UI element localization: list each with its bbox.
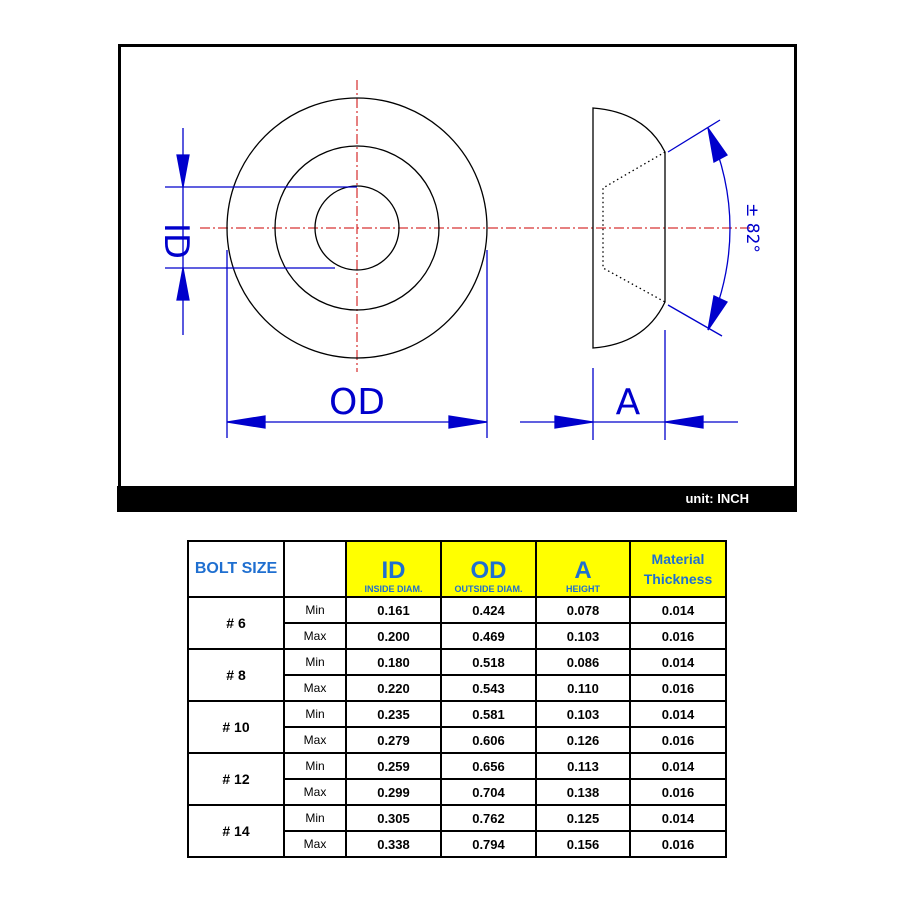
max-label: Max <box>283 726 347 754</box>
inner-circle <box>314 185 400 271</box>
technical-drawing <box>118 44 797 509</box>
id-header: ID INSIDE DIAM. <box>345 540 442 598</box>
header-row: BOLT SIZE ID INSIDE DIAM. OD OUTSIDE DIAM.… <box>187 540 727 598</box>
front-view <box>226 97 488 359</box>
max-label: Max <box>283 778 347 806</box>
table-row: Max 0.299 0.704 0.138 0.016 <box>188 778 727 806</box>
centerlines <box>200 80 752 372</box>
unit-label: unit: INCH <box>685 491 749 506</box>
value-cell: 0.016 <box>629 778 727 806</box>
table-row: # 14 Min 0.305 0.762 0.125 0.014 <box>187 804 727 858</box>
bolt-size: # 12 <box>187 752 285 806</box>
value-cell: 0.469 <box>440 622 537 650</box>
value-cell: 0.016 <box>629 830 727 858</box>
table-row: Max 0.200 0.469 0.103 0.016 <box>188 622 727 650</box>
table-row: Max 0.338 0.794 0.156 0.016 <box>188 830 727 858</box>
value-cell: 0.220 <box>345 674 442 702</box>
value-cell: 0.305 <box>345 804 442 832</box>
min-label: Min <box>283 648 347 676</box>
value-cell: 0.235 <box>345 700 442 728</box>
value-cell: 0.014 <box>629 752 727 780</box>
value-cell: 0.299 <box>345 778 442 806</box>
value-cell: 0.125 <box>535 804 631 832</box>
value-cell: 0.259 <box>345 752 442 780</box>
value-cell: 0.543 <box>440 674 537 702</box>
value-cell: 0.016 <box>629 674 727 702</box>
value-cell: 0.014 <box>629 596 727 624</box>
angle-label: ± 82° <box>742 203 762 253</box>
table-row: # 10 Min 0.235 0.581 0.103 0.014 <box>187 700 727 754</box>
min-label: Min <box>283 596 347 624</box>
max-label: Max <box>283 622 347 650</box>
bolt-size: # 8 <box>187 648 285 702</box>
value-cell: 0.103 <box>535 700 631 728</box>
value-cell: 0.078 <box>535 596 631 624</box>
empty-header <box>283 540 347 598</box>
value-cell: 0.126 <box>535 726 631 754</box>
value-cell: 0.279 <box>345 726 442 754</box>
od-header: OD OUTSIDE DIAM. <box>440 540 537 598</box>
unit-bar: unit: INCH <box>117 486 797 512</box>
value-cell: 0.338 <box>345 830 442 858</box>
min-label: Min <box>283 804 347 832</box>
side-view <box>592 107 666 349</box>
value-cell: 0.581 <box>440 700 537 728</box>
table-row: # 8 Min 0.180 0.518 0.086 0.014 <box>187 648 727 702</box>
table-row: Max 0.279 0.606 0.126 0.016 <box>188 726 727 754</box>
value-cell: 0.161 <box>345 596 442 624</box>
a-header: A HEIGHT <box>535 540 631 598</box>
value-cell: 0.014 <box>629 700 727 728</box>
bolt-size: # 6 <box>187 596 285 650</box>
od-label: OD <box>329 382 385 423</box>
max-label: Max <box>283 674 347 702</box>
min-label: Min <box>283 752 347 780</box>
washer-drawing: ID OD A ± 82° <box>156 80 762 440</box>
value-cell: 0.656 <box>440 752 537 780</box>
value-cell: 0.794 <box>440 830 537 858</box>
value-cell: 0.704 <box>440 778 537 806</box>
value-cell: 0.103 <box>535 622 631 650</box>
value-cell: 0.138 <box>535 778 631 806</box>
outer-circle <box>226 97 488 359</box>
bolt-size: # 14 <box>187 804 285 858</box>
bolt-size: # 10 <box>187 700 285 754</box>
value-cell: 0.086 <box>535 648 631 676</box>
table-row: # 12 Min 0.259 0.656 0.113 0.014 <box>187 752 727 806</box>
max-label: Max <box>283 830 347 858</box>
value-cell: 0.518 <box>440 648 537 676</box>
middle-circle <box>274 145 440 311</box>
value-cell: 0.016 <box>629 622 727 650</box>
value-cell: 0.014 <box>629 648 727 676</box>
value-cell: 0.014 <box>629 804 727 832</box>
table-row: # 6 Min 0.161 0.424 0.078 0.014 <box>187 596 727 650</box>
thickness-header: Material Thickness <box>629 540 727 598</box>
a-label: A <box>616 382 641 423</box>
dimensions <box>165 119 738 440</box>
value-cell: 0.156 <box>535 830 631 858</box>
value-cell: 0.606 <box>440 726 537 754</box>
value-cell: 0.110 <box>535 674 631 702</box>
value-cell: 0.180 <box>345 648 442 676</box>
id-label: ID <box>156 223 196 259</box>
bolt-size-header: BOLT SIZE <box>187 540 285 598</box>
dimension-table: BOLT SIZE ID INSIDE DIAM. OD OUTSIDE DIAM.… <box>187 540 727 858</box>
table-row: Max 0.220 0.543 0.110 0.016 <box>188 674 727 702</box>
min-label: Min <box>283 700 347 728</box>
value-cell: 0.200 <box>345 622 442 650</box>
value-cell: 0.113 <box>535 752 631 780</box>
value-cell: 0.762 <box>440 804 537 832</box>
value-cell: 0.016 <box>629 726 727 754</box>
value-cell: 0.424 <box>440 596 537 624</box>
